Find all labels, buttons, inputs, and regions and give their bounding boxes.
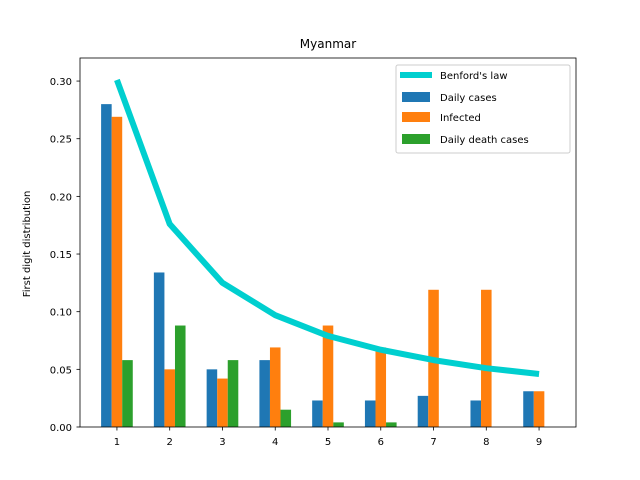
y-tick-label-0.25: 0.25 [50, 135, 72, 146]
bar-daily-cases-7 [417, 395, 429, 427]
legend-label-daily-cases: Daily cases [440, 93, 497, 104]
y-tick-label-0.20: 0.20 [50, 192, 72, 203]
bar-daily-cases-1 [101, 104, 112, 427]
legend-label-daily-death-cases: Daily death cases [440, 135, 529, 146]
bar-infected-3 [217, 378, 228, 427]
legend-label-benford: Benford's law [440, 71, 508, 82]
benford-line [114, 78, 540, 377]
bar-infected-4 [269, 347, 281, 427]
legend-box [395, 64, 571, 154]
bar-infected-6 [375, 347, 387, 427]
bar-daily-death-cases-3 [227, 360, 239, 427]
bar-daily-cases-3 [206, 369, 218, 427]
chart-title: Myanmar [300, 37, 356, 51]
bar-daily-death-cases-5 [333, 422, 344, 427]
legend-swatch-daily-cases [402, 92, 430, 102]
bar-infected-9 [533, 391, 545, 427]
legend: Benford's law Daily cases Infected Daily de… [395, 64, 571, 154]
x-tick-label-4: 4 [272, 437, 278, 448]
x-tick-label-8: 8 [483, 437, 489, 448]
y-tick-label-0.00: 0.00 [50, 423, 72, 434]
plot-area: 1 2 3 4 5 6 7 8 9 0.00 0.05 0.10 0.15 0.20 0.25 0.30 [50, 57, 577, 448]
y-tick-label-0.30: 0.30 [50, 77, 72, 88]
y-tick-label-0.05: 0.05 [50, 365, 72, 376]
x-tick-label-1: 1 [114, 437, 120, 448]
bar-daily-cases-8 [470, 400, 482, 427]
bar-daily-death-cases-4 [280, 409, 292, 427]
bar-infected-2 [164, 369, 175, 427]
bar-daily-cases-9 [523, 391, 534, 427]
y-axis-label: First digit distribution [22, 191, 33, 298]
bar-daily-cases-6 [364, 400, 376, 427]
legend-swatch-infected [402, 112, 430, 122]
bar-infected-5 [322, 325, 334, 427]
bar-infected-8 [481, 289, 492, 427]
bar-daily-death-cases-2 [174, 325, 186, 427]
bar-daily-cases-4 [259, 360, 270, 427]
bar-daily-cases-5 [312, 400, 323, 427]
x-tick-label-6: 6 [378, 437, 384, 448]
legend-label-infected: Infected [440, 113, 481, 124]
x-tick-label-3: 3 [219, 437, 225, 448]
bar-infected-1 [111, 116, 123, 427]
bar-daily-death-cases-6 [386, 422, 397, 427]
bar-daily-cases-2 [153, 272, 165, 427]
x-tick-label-5: 5 [325, 437, 331, 448]
x-tick-label-7: 7 [430, 437, 436, 448]
y-tick-label-0.10: 0.10 [50, 308, 72, 319]
y-tick-label-0.15: 0.15 [50, 250, 72, 261]
bar-daily-death-cases-1 [122, 360, 133, 427]
x-tick-label-9: 9 [536, 437, 542, 448]
legend-swatch-daily-death-cases [402, 134, 430, 144]
x-tick-label-2: 2 [167, 437, 173, 448]
